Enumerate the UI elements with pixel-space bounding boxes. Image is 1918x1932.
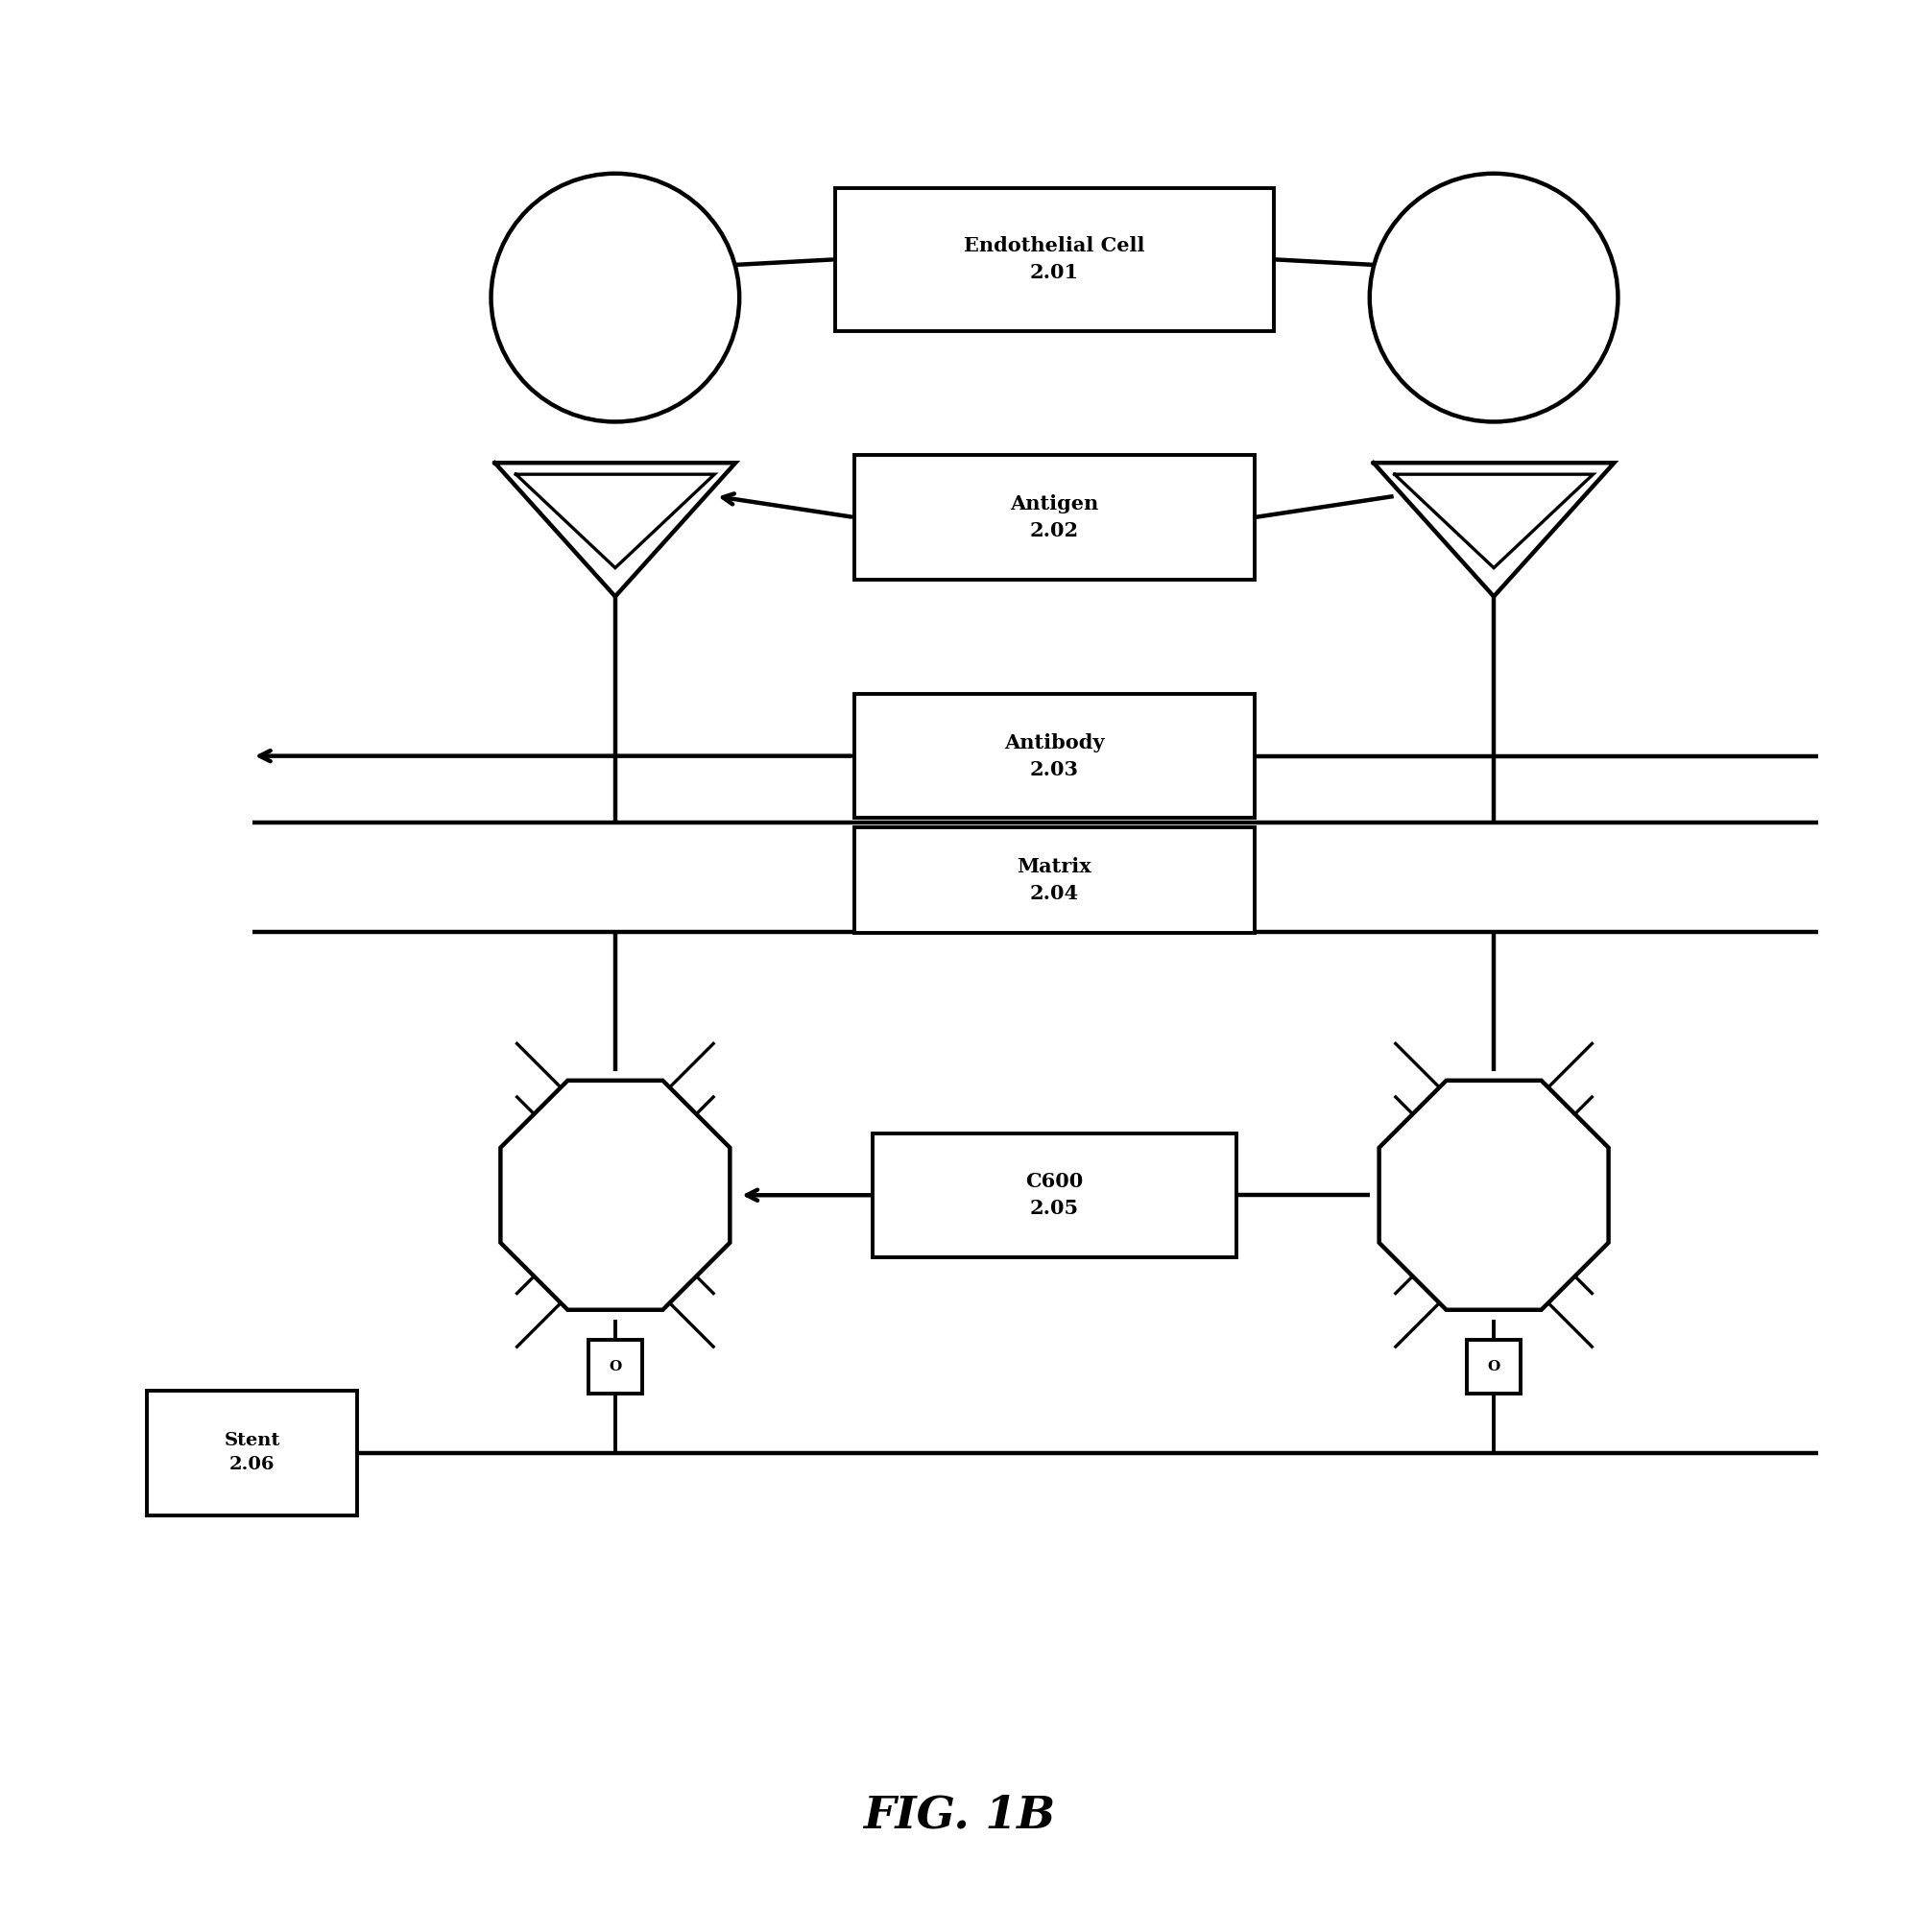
FancyBboxPatch shape	[1467, 1341, 1521, 1393]
FancyBboxPatch shape	[873, 1132, 1235, 1258]
Text: Stent
2.06: Stent 2.06	[224, 1432, 280, 1474]
FancyBboxPatch shape	[854, 456, 1254, 580]
Text: Antibody
2.03: Antibody 2.03	[1005, 732, 1105, 779]
Text: Matrix
2.04: Matrix 2.04	[1017, 858, 1091, 902]
Polygon shape	[1379, 1080, 1609, 1310]
Text: C600
2.05: C600 2.05	[1026, 1173, 1084, 1219]
Text: Endothelial Cell
2.01: Endothelial Cell 2.01	[965, 236, 1145, 282]
Text: O: O	[1488, 1360, 1500, 1374]
FancyBboxPatch shape	[854, 827, 1254, 933]
Text: Antigen
2.02: Antigen 2.02	[1011, 495, 1099, 541]
FancyBboxPatch shape	[834, 187, 1274, 330]
Text: O: O	[608, 1360, 621, 1374]
FancyBboxPatch shape	[854, 694, 1254, 817]
FancyBboxPatch shape	[148, 1391, 357, 1515]
Polygon shape	[501, 1080, 731, 1310]
Text: FIG. 1B: FIG. 1B	[863, 1793, 1055, 1837]
Circle shape	[491, 174, 738, 421]
Circle shape	[1369, 174, 1619, 421]
FancyBboxPatch shape	[589, 1341, 643, 1393]
